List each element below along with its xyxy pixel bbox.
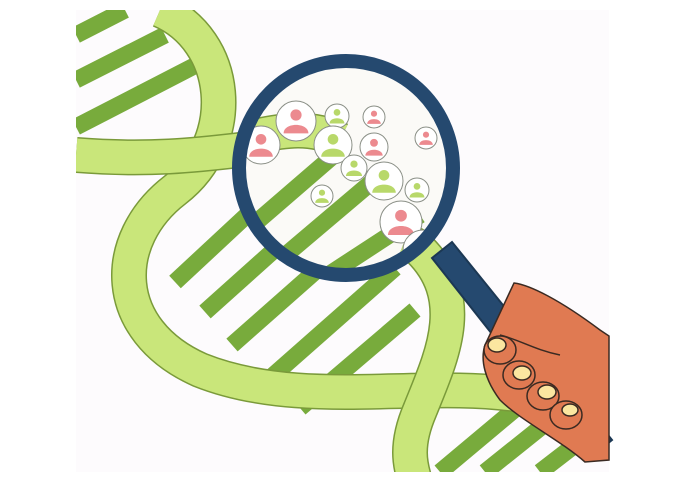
people-group	[241, 100, 444, 271]
person-icon	[364, 161, 404, 201]
hand-icon	[482, 282, 610, 463]
magnifier-ring	[232, 54, 460, 282]
dna-strands	[76, 10, 523, 472]
fingernail	[487, 337, 507, 353]
person-icon	[310, 184, 334, 208]
person-icon	[313, 125, 353, 165]
person-icon	[275, 100, 317, 142]
fingernail	[561, 403, 579, 417]
fingernail	[537, 384, 557, 400]
person-icon	[340, 154, 368, 182]
person-icon	[404, 177, 430, 203]
person-icon	[414, 126, 438, 150]
fingernail	[512, 365, 532, 381]
person-icon	[359, 132, 389, 162]
person-icon	[241, 125, 281, 165]
person-icon	[379, 200, 423, 244]
person-icon	[324, 103, 350, 129]
person-icon	[362, 105, 386, 129]
